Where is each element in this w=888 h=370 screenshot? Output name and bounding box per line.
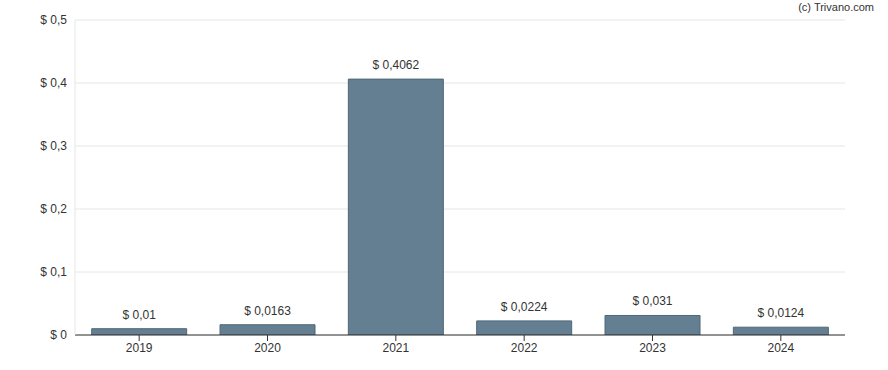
svg-text:$ 0,0163: $ 0,0163 [244,304,291,318]
svg-text:$ 0,1: $ 0,1 [40,265,67,279]
svg-text:$ 0,2: $ 0,2 [40,202,67,216]
svg-text:2023: 2023 [639,341,666,355]
svg-text:2024: 2024 [767,341,794,355]
svg-text:$ 0,01: $ 0,01 [122,308,156,322]
svg-text:2022: 2022 [511,341,538,355]
svg-text:2021: 2021 [382,341,409,355]
svg-text:$ 0,0124: $ 0,0124 [757,306,804,320]
svg-text:$ 0,0224: $ 0,0224 [501,300,548,314]
html-text:(c) Trivano.com: (c) Trivano.com [798,1,874,13]
svg-text:$ 0,4062: $ 0,4062 [372,58,419,72]
svg-text:$ 0,031: $ 0,031 [632,294,672,308]
svg-text:2020: 2020 [254,341,281,355]
svg-text:$ 0,4: $ 0,4 [40,76,67,90]
svg-text:$ 0,3: $ 0,3 [40,139,67,153]
svg-text:2019: 2019 [126,341,153,355]
svg-text:$ 0,5: $ 0,5 [40,13,67,27]
svg-text:$ 0: $ 0 [50,328,67,342]
